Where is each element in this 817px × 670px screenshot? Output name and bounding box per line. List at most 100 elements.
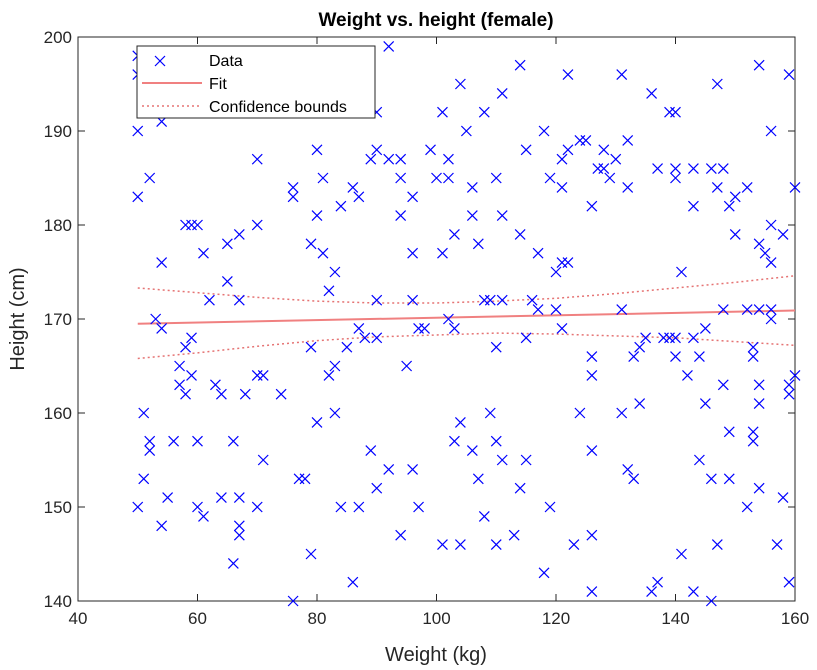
- data-point: [753, 304, 765, 316]
- data-point: [765, 257, 777, 269]
- data-point: [437, 247, 448, 259]
- data-point: [227, 557, 239, 569]
- data-point: [777, 492, 789, 504]
- data-point: [144, 172, 156, 184]
- data-point: [192, 435, 203, 447]
- x-tick-label: 40: [69, 609, 88, 628]
- data-point: [287, 595, 299, 607]
- data-point: [729, 228, 741, 240]
- data-point: [580, 134, 592, 146]
- data-point: [323, 285, 335, 297]
- data-point: [204, 294, 215, 306]
- data-point: [765, 219, 777, 231]
- data-point: [747, 341, 759, 353]
- data-point: [789, 369, 801, 381]
- legend: Data Fit Confidence bounds: [136, 45, 376, 119]
- data-point: [365, 153, 377, 165]
- x-tick-label: 100: [422, 609, 450, 628]
- data-point: [144, 435, 156, 447]
- data-point: [395, 153, 407, 165]
- data-point: [353, 322, 365, 334]
- data-point: [496, 87, 508, 99]
- data-point: [287, 181, 299, 193]
- data-point: [221, 238, 233, 250]
- data-point: [347, 576, 359, 588]
- data-point: [335, 501, 347, 513]
- data-point: [670, 106, 681, 118]
- data-point: [407, 191, 419, 203]
- data-point: [652, 576, 663, 588]
- data-point: [305, 341, 317, 353]
- data-point: [652, 163, 663, 175]
- data-point: [341, 341, 353, 353]
- data-point: [514, 228, 526, 240]
- data-point: [407, 294, 419, 306]
- data-point: [323, 369, 335, 381]
- data-point: [532, 247, 544, 259]
- data-point: [329, 266, 341, 278]
- axes: 40 60 80 100 120 140 160 140 150 160 170 180 190 200: [44, 28, 810, 628]
- data-point: [132, 501, 144, 513]
- data-point: [711, 539, 723, 551]
- data-point: [150, 313, 162, 325]
- data-point: [233, 529, 245, 541]
- y-tick-label: 200: [44, 28, 72, 47]
- data-point: [317, 247, 329, 259]
- data-point: [765, 125, 777, 137]
- data-point: [443, 313, 454, 325]
- data-point: [132, 191, 144, 203]
- data-point: [646, 87, 658, 99]
- data-point: [215, 388, 227, 400]
- data-point: [688, 200, 699, 212]
- data-point: [747, 426, 759, 438]
- data-point: [156, 322, 168, 334]
- data-point: [556, 322, 568, 334]
- data-point: [233, 294, 245, 306]
- data-point: [449, 322, 460, 334]
- lower-confidence-bound: [137, 332, 796, 360]
- data-point: [532, 304, 544, 316]
- data-point: [562, 257, 574, 269]
- data-point: [616, 304, 628, 316]
- plot-area: [77, 36, 796, 602]
- data-point: [401, 360, 413, 372]
- data-point: [711, 78, 723, 90]
- data-point: [753, 59, 765, 71]
- data-point: [598, 163, 610, 175]
- data-point: [670, 172, 681, 184]
- data-point: [233, 492, 245, 504]
- data-point: [771, 539, 783, 551]
- x-tick-label: 160: [781, 609, 809, 628]
- data-point: [514, 482, 526, 494]
- data-point: [371, 332, 383, 344]
- data-point: [723, 200, 735, 212]
- data-point: [317, 172, 329, 184]
- data-point: [257, 369, 269, 381]
- data-point: [741, 181, 753, 193]
- data-point: [616, 69, 628, 81]
- data-point: [383, 40, 395, 52]
- data-point: [198, 247, 209, 259]
- data-point: [562, 69, 574, 81]
- data-point: [676, 266, 687, 278]
- data-point: [239, 388, 251, 400]
- x-tick-label: 120: [542, 609, 570, 628]
- data-point: [676, 548, 687, 560]
- data-point: [490, 172, 502, 184]
- data-point: [514, 59, 526, 71]
- data-point: [496, 210, 508, 222]
- y-tick-label: 150: [44, 498, 72, 517]
- data-point: [693, 351, 705, 363]
- data-point: [431, 172, 442, 184]
- data-point: [454, 539, 466, 551]
- data-point: [670, 332, 681, 344]
- data-point: [699, 398, 711, 410]
- data-point: [371, 294, 383, 306]
- data-point: [466, 210, 478, 222]
- data-point: [622, 134, 634, 146]
- data-point: [437, 539, 448, 551]
- data-point: [634, 398, 646, 410]
- data-point: [616, 407, 628, 419]
- data-point: [622, 463, 634, 475]
